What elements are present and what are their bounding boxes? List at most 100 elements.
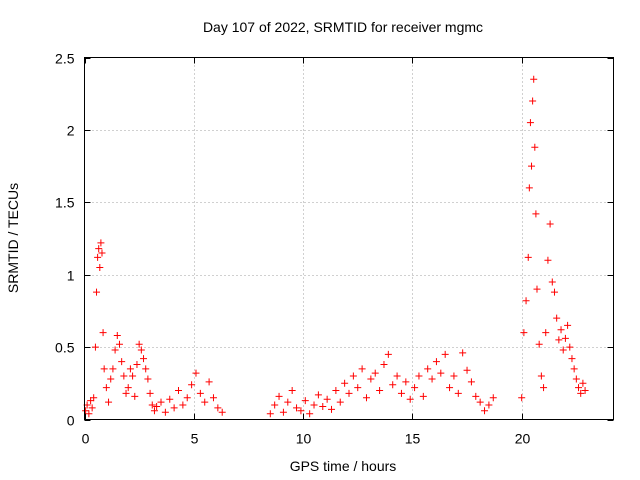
data-point [96,263,104,271]
y-tick-label: 1.5 [55,195,75,211]
data-point [577,389,585,397]
data-point [575,384,583,392]
data-point [542,329,550,337]
data-point [550,288,558,296]
data-point [293,404,301,412]
data-point [115,340,123,348]
data-point [306,410,314,418]
data-point [135,340,143,348]
data-point [90,394,98,402]
y-tick-label: 1 [67,268,75,284]
data-point [520,329,528,337]
data-point [518,394,526,402]
data-point [111,346,119,354]
data-point [310,401,318,409]
data-point [150,407,158,415]
data-point [441,350,449,358]
data-point [531,143,539,151]
data-point [140,355,148,363]
x-tick-label: 0 [82,431,90,447]
data-point [376,387,384,395]
x-tick-label: 20 [515,431,531,447]
axis-ticks: 0 5 10 15 20 0 0.5 1 1.5 2 2.5 [55,51,614,447]
data-point [544,256,552,264]
y-tick-label: 2.5 [55,51,75,67]
data-point [161,408,169,416]
y-tick-label: 0.5 [55,340,75,356]
data-point [555,336,563,344]
data-point [179,401,187,409]
y-tick-label: 2 [67,123,75,139]
data-point [459,349,467,357]
x-axis-label: GPS time / hours [290,458,397,474]
data-point [218,408,226,416]
data-point [297,407,305,415]
data-point [525,184,533,192]
data-point [109,365,117,373]
data-point [411,384,419,392]
data-point [118,358,126,366]
data-point [170,404,178,412]
data-point [389,381,397,389]
data-point [380,360,388,368]
data-point [345,389,353,397]
y-tick-label: 0 [67,413,75,429]
data-point [572,375,580,383]
data-point [367,375,375,383]
data-point [148,401,156,409]
data-point [581,387,589,395]
data-point [535,340,543,348]
data-point [301,397,309,405]
x-tick-label: 10 [296,431,312,447]
data-point [546,220,554,228]
data-point [97,239,105,247]
data-point [349,372,357,380]
data-point [450,372,458,380]
data-point [166,395,174,403]
data-point [485,401,493,409]
data-point [579,379,587,387]
data-point [279,408,287,416]
data-point [358,365,366,373]
data-point [524,253,532,261]
data-point [99,329,107,337]
data-point [528,162,536,170]
data-point [129,372,137,380]
data-point [288,387,296,395]
data-point [526,119,534,127]
data-point [91,343,99,351]
data-point [476,398,484,406]
data-point [454,389,462,397]
data-point [564,321,572,329]
data-point [530,75,538,83]
data-point [328,405,336,413]
data-point [205,378,213,386]
data-point [98,249,106,257]
x-tick-label: 5 [191,431,199,447]
data-point [124,384,132,392]
data-point [548,278,556,286]
data-point [341,379,349,387]
data-point [266,410,274,418]
data-point [568,355,576,363]
data-point [446,384,454,392]
data-point [467,378,475,386]
data-point [437,369,445,377]
data-point [553,314,561,322]
data-point [432,358,440,366]
data-point [122,389,130,397]
data-point [419,392,427,400]
data-point [137,346,145,354]
data-point [354,384,362,392]
data-point [93,288,101,296]
data-point [559,346,567,354]
x-tick-label: 15 [405,431,421,447]
data-point [393,372,401,380]
data-point [533,285,541,293]
data-point [463,366,471,374]
data-point [566,343,574,351]
data-point [183,394,191,402]
data-point [201,398,209,406]
data-point [371,369,379,377]
